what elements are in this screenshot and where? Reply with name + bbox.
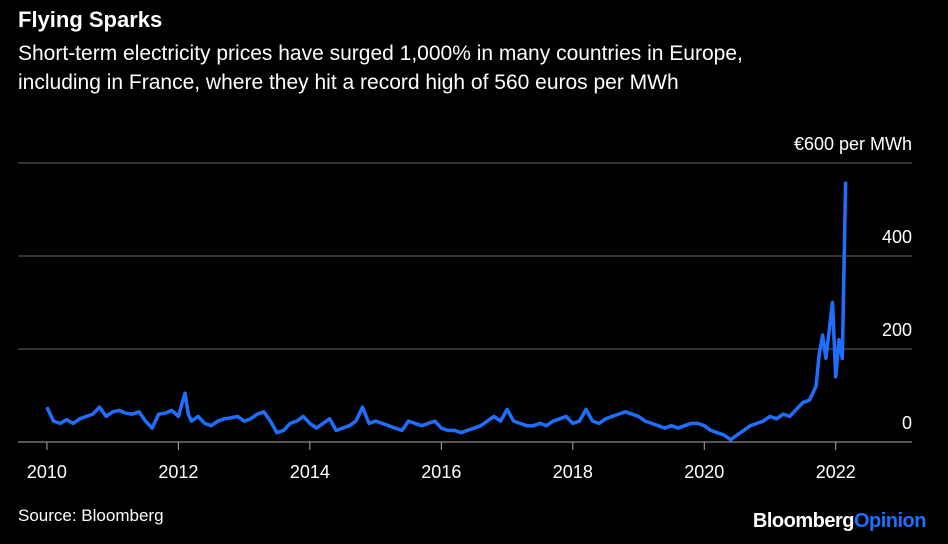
x-tick-label: 2010 — [27, 462, 67, 482]
x-tick-label: 2016 — [421, 462, 461, 482]
x-tick-label: 2018 — [553, 462, 593, 482]
y-tick-label: €600 per MWh — [794, 134, 912, 154]
subtitle-line: including in France, where they hit a re… — [18, 71, 679, 94]
chart-title: Flying Sparks — [18, 7, 162, 32]
price-line — [45, 181, 848, 442]
logo: BloombergOpinion — [753, 510, 926, 532]
source: Source: Bloomberg — [18, 506, 164, 525]
x-tick-label: 2022 — [816, 462, 856, 482]
subtitle-line: Short-term electricity prices have surge… — [18, 42, 743, 65]
y-tick-label: 400 — [882, 227, 912, 247]
x-tick-label: 2012 — [158, 462, 198, 482]
x-tick-label: 2014 — [290, 462, 330, 482]
logo-brand: Bloomberg — [753, 510, 854, 532]
logo-suffix: Opinion — [854, 510, 926, 532]
x-tick-label: 2020 — [684, 462, 724, 482]
y-tick-label: 0 — [902, 413, 912, 433]
y-tick-label: 200 — [882, 320, 912, 340]
